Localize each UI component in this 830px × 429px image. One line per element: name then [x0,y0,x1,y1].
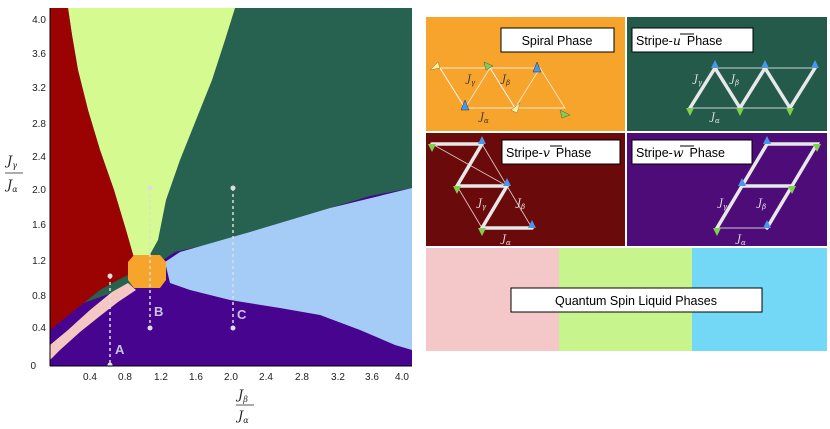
stripe-v-j-gamma: Jγ [476,198,487,211]
panel-stripe-v-title: Stripe-v Phase [506,145,591,160]
path-a-bottom-dot [107,362,113,368]
x-label-numerator: Jβ [235,388,248,404]
x-tick-label: 4.0 [395,372,409,383]
y-tick-label: 0 [30,361,36,372]
stripe-u-j-gamma: Jγ [692,74,703,87]
spiral-j-alpha: Jα [478,112,489,125]
panel-spiral-title-box [500,27,615,53]
region-lightblue-qsl [165,188,412,350]
qsl-title-box [510,287,763,313]
x-axis-ticks: 0.4 0.8 1.2 1.6 2.0 2.4 2.8 3.2 3.6 4.0 [83,372,409,383]
x-tick-label: 0.8 [118,372,132,383]
y-tick-label: 4.0 [32,15,46,26]
y-tick-label: 1.6 [32,220,46,231]
y-tick-label: 3.2 [32,83,46,94]
x-tick-label: 3.2 [331,372,345,383]
x-label-denominator: Jα [235,409,249,425]
panel-stripe-u-phase: Stripe-u Phase Jγ Jβ Jα [627,17,827,131]
path-c-top-dot [230,185,236,191]
region-spiral-orange [128,255,166,288]
path-b-bottom-dot [147,325,153,331]
stripe-w-j-gamma: Jγ [717,198,728,211]
y-label-denominator: Jα [4,178,18,194]
x-tick-label: 2.4 [259,372,273,383]
panel-stripe-v-phase: Stripe-v Phase Jγ Jβ Jα [426,133,625,247]
region-pink-qsl [50,283,136,360]
y-tick-label: 2.8 [32,119,46,130]
panel-stripe-w-title-box [631,139,753,165]
panel-spiral-phase: Spiral Phase Jγ Jβ Jα [426,17,625,131]
y-tick-label: 2.0 [32,185,46,196]
panel-qsl-phases: Quantum Spin Liquid Phases [426,248,827,351]
y-tick-label: 0.8 [32,291,46,302]
stripe-w-spin-arrows [713,136,821,236]
stripe-u-j-beta: Jβ [729,74,739,87]
panel-stripe-w-title: Stripe-w Phase [636,145,725,160]
region-lime-qsl [68,8,235,258]
point-label-c: C [237,307,247,322]
y-tick-label: 3.6 [32,49,46,60]
stripe-v-j-beta: Jβ [515,198,525,211]
stripe-v-j-alpha: Jα [500,234,511,247]
path-c-bottom-dot [230,325,236,331]
stripe-u-j-alpha: Jα [709,112,720,125]
spiral-j-gamma: Jγ [465,74,476,87]
phase-diagram: A B C [50,8,412,368]
y-tick-label: 2.4 [32,152,46,163]
y-tick-label: 0.4 [32,323,46,334]
point-label-b: B [154,304,163,319]
stripe-u-spin-arrows [686,60,819,116]
stripe-w-j-alpha: Jα [735,234,746,247]
stripe-w-j-beta: Jβ [756,198,766,211]
stripe-v-spin-arrows [428,136,536,236]
region-stripe-v-red [50,8,134,330]
qsl-title: Quantum Spin Liquid Phases [555,294,717,308]
path-a-top-dot [107,273,113,279]
panel-stripe-u-title: Stripe-u Phase [636,33,722,48]
panel-stripe-v-title-box [501,139,621,165]
point-label-a: A [115,342,125,357]
y-label-numerator: Jγ [4,154,17,170]
x-tick-label: 0.4 [83,372,97,383]
spiral-j-beta: Jβ [500,74,510,87]
panel-spiral-title: Spiral Phase [522,34,593,48]
path-b-top-dot [147,185,153,191]
y-axis-ticks: 0 0.4 0.8 1.2 1.6 2.0 2.4 2.8 3.2 3.6 4.… [30,15,46,372]
x-tick-label: 1.6 [189,372,203,383]
spiral-lattice [439,67,566,109]
x-tick-label: 2.0 [224,372,238,383]
x-tick-label: 1.2 [154,372,168,383]
panel-stripe-u-title-box [631,27,754,53]
x-tick-label: 3.6 [365,372,379,383]
y-tick-label: 1.2 [32,256,46,267]
x-tick-label: 2.8 [295,372,309,383]
spiral-spin-arrows [429,61,571,119]
y-axis-label: Jγ Jα [4,154,23,194]
panel-stripe-w-phase: Stripe-w Phase Jγ Jβ Jα [627,133,827,247]
x-axis-label: Jβ Jα [235,388,254,425]
